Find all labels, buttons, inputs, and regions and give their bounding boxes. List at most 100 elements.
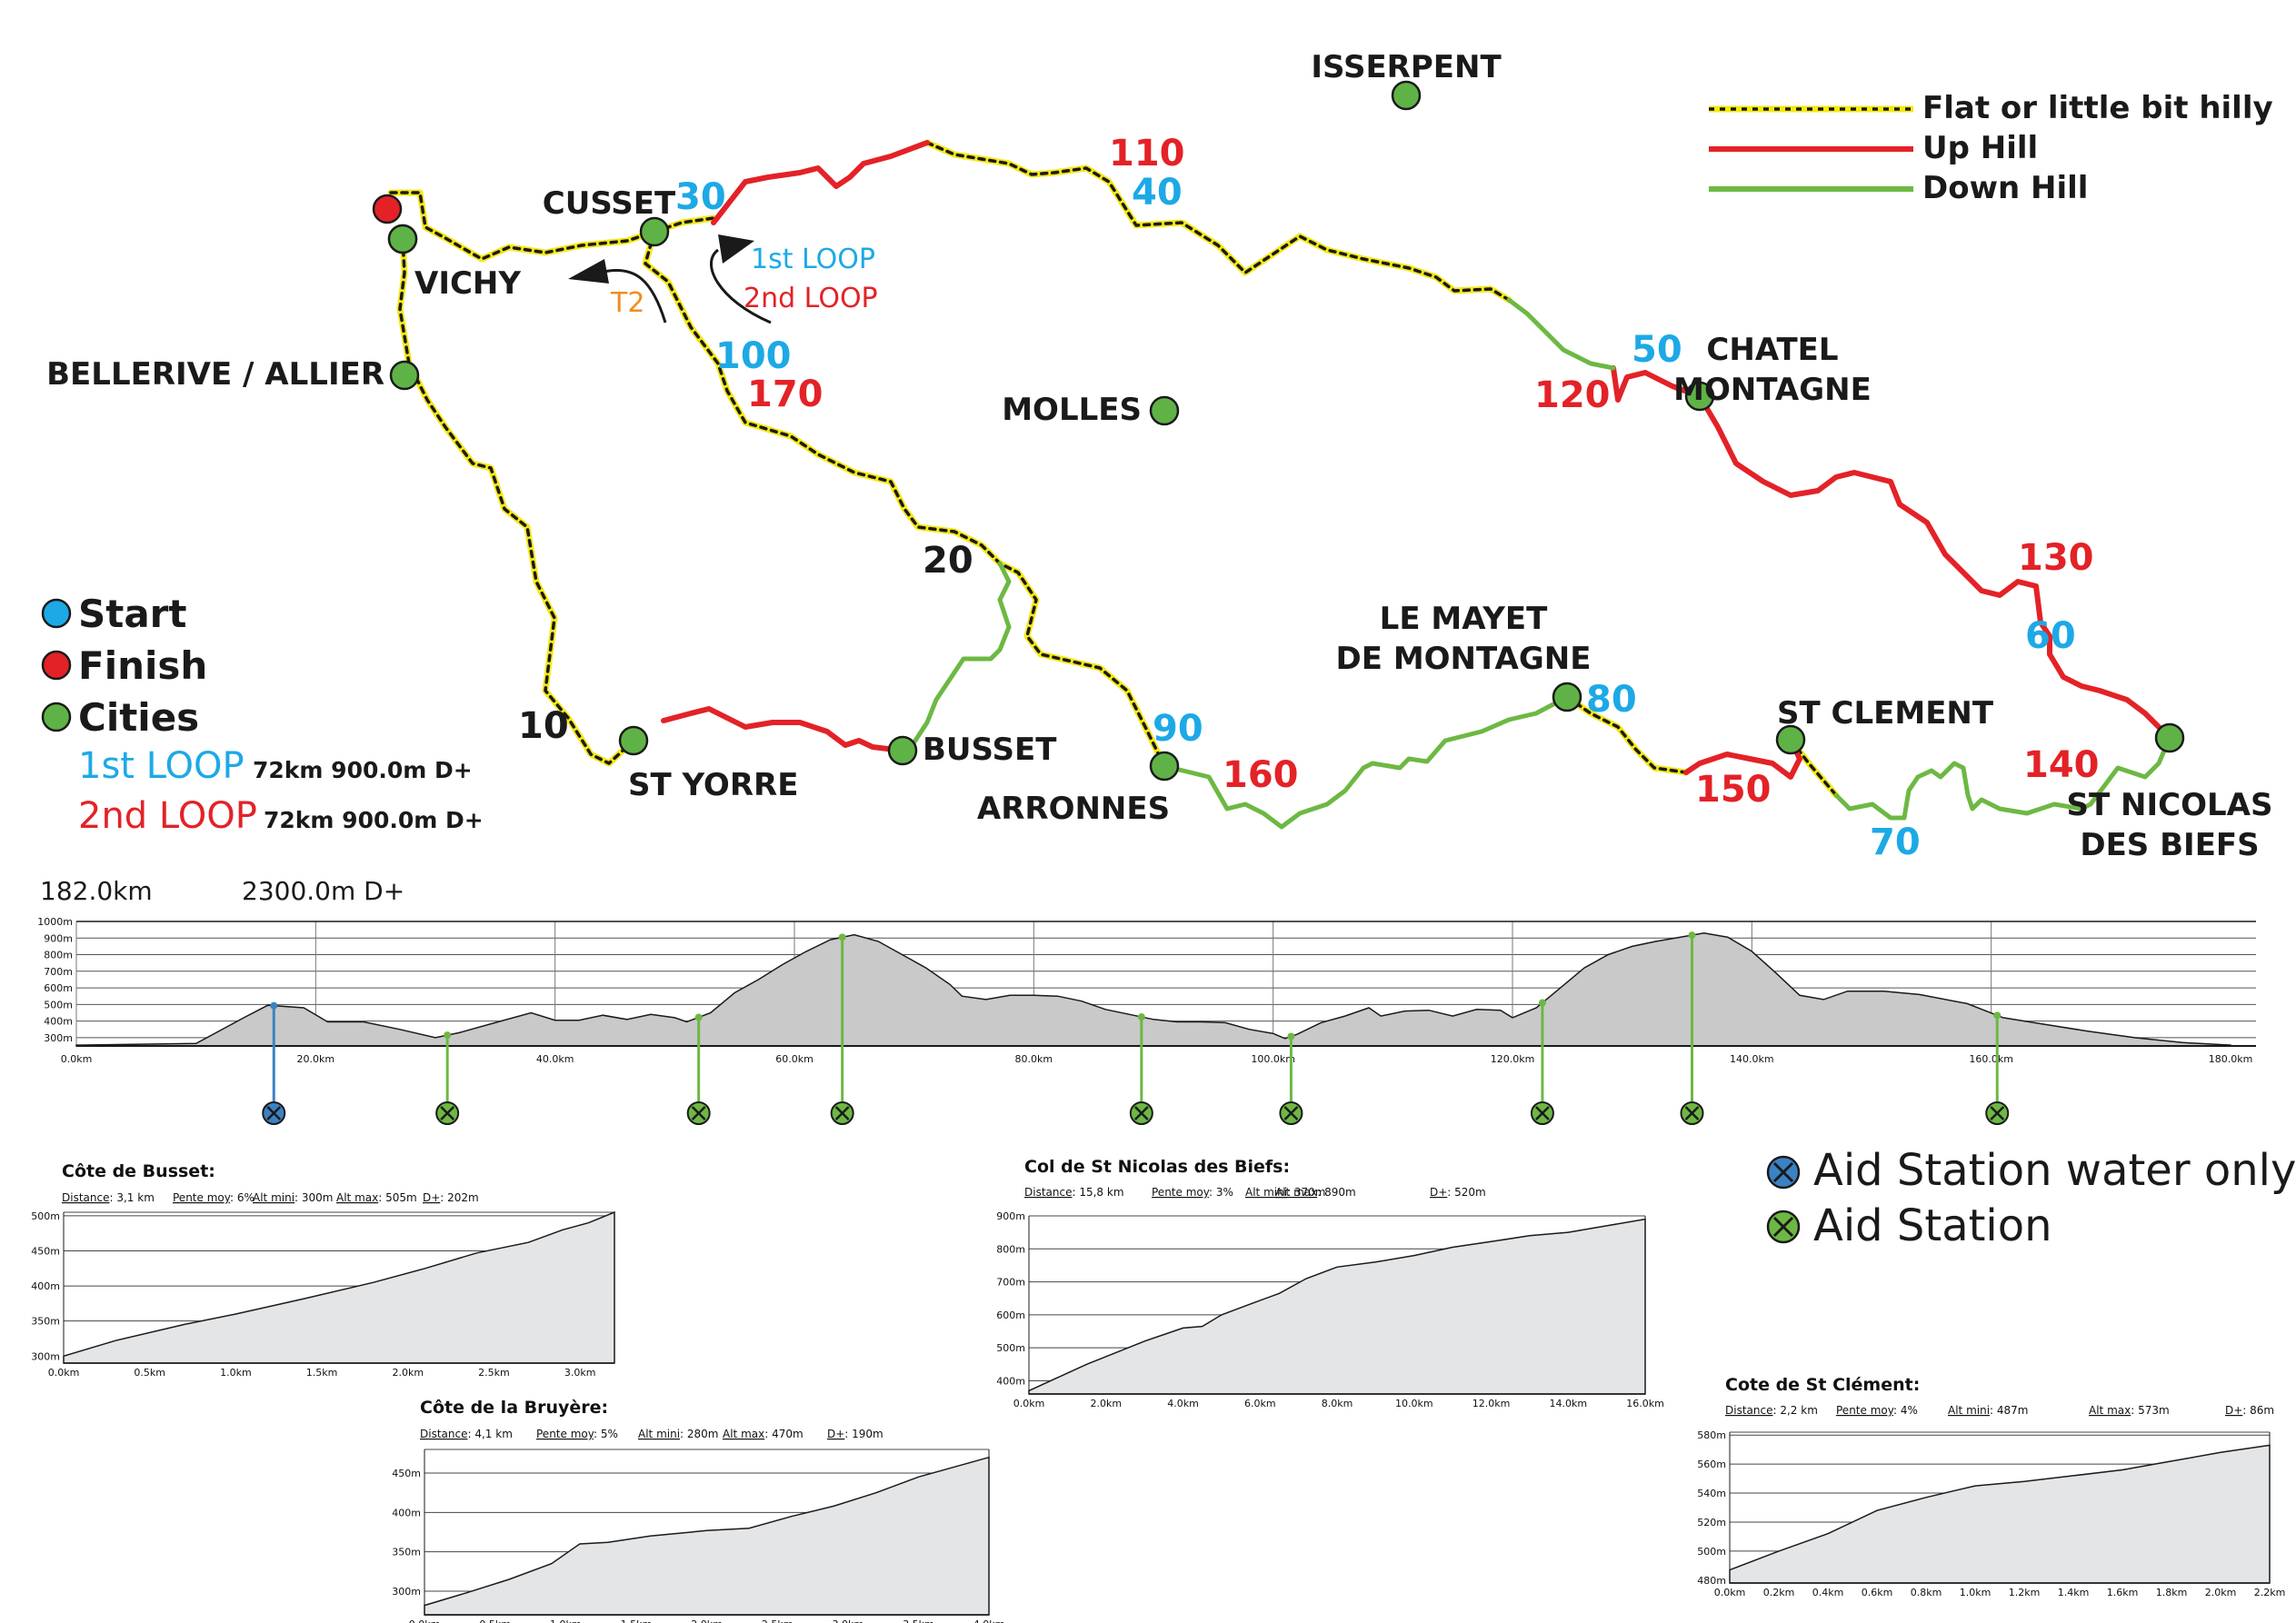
x-tick: 3.0km <box>564 1367 596 1379</box>
climb-stat: Distance: 4,1 km <box>420 1428 513 1440</box>
profile-total-climb: 2300.0m D+ <box>242 876 404 906</box>
aid-stations <box>262 931 2010 1125</box>
city-label-isserpent: ISSERPENT <box>1311 49 1502 85</box>
km-marker: 150 <box>1695 769 1772 811</box>
x-tick: 0.6km <box>1862 1587 1893 1598</box>
city-label-leMayet: LE MAYET DE MONTAGNE <box>1336 601 1592 677</box>
city-label-chatel: CHATEL MONTAGNE <box>1673 332 1872 408</box>
km-marker: 10 <box>518 705 569 747</box>
y-tick: 400m <box>996 1375 1025 1387</box>
route-uphill-segments <box>661 140 2172 780</box>
climb-stat: D+: 202m <box>423 1191 479 1204</box>
city-marker-stNicolas <box>2154 722 2185 753</box>
city-label-busset: BUSSET <box>923 732 1057 768</box>
route-flat-segments <box>387 139 1840 799</box>
climb-stat: D+: 190m <box>827 1428 883 1440</box>
city-marker-molles <box>1149 395 1180 426</box>
y-tick: 540m <box>1697 1488 1726 1499</box>
x-tick: 1.0km <box>550 1618 582 1623</box>
km-marker: 100 <box>715 335 792 377</box>
km-marker: 60 <box>2025 615 2076 657</box>
km-marker: 90 <box>1153 708 1203 750</box>
climb-stat: Alt max: 470m <box>723 1428 804 1440</box>
arrowhead-icon <box>568 259 609 284</box>
x-tick: 2.5km <box>762 1618 794 1623</box>
profile-total-distance: 182.0km <box>40 876 153 906</box>
city-marker-stYorre <box>618 725 649 756</box>
y-tick: 500m <box>1697 1546 1726 1558</box>
x-tick: 0.8km <box>1911 1587 1942 1598</box>
route-flat-dash <box>925 141 1511 302</box>
city-label-vichy: VICHY <box>414 265 521 302</box>
city-marker-cusset <box>639 216 670 247</box>
y-tick: 400m <box>31 1280 60 1292</box>
route-flat-dash <box>389 191 656 261</box>
x-tick: 1.6km <box>2107 1587 2139 1598</box>
y-tick: 500m <box>31 1210 60 1222</box>
km-marker: 50 <box>1632 329 1682 371</box>
climb-profile-nicolas: Col de St Nicolas des Biefs: Distance: 15… <box>996 1157 1664 1409</box>
y-tick: 600m <box>996 1309 1025 1321</box>
climb-area <box>1729 1444 2271 1584</box>
y-tick: 300m <box>392 1586 421 1598</box>
climb-title: Côte de la Bruyère: <box>420 1398 608 1418</box>
y-tick: 350m <box>31 1316 60 1328</box>
y-tick: 480m <box>1697 1575 1726 1587</box>
climb-stat: Pente moy: 5% <box>536 1428 618 1440</box>
loop-arrow-main <box>709 248 772 324</box>
route-flat-dash <box>398 237 635 765</box>
y-tick: 300m <box>44 1032 73 1044</box>
x-tick: 2.2km <box>2254 1587 2286 1598</box>
aid-station <box>1129 1013 1153 1125</box>
climb-stat: Pente moy: 6% <box>173 1191 255 1204</box>
loop1-detail: 72km 900.0m D+ <box>253 757 473 783</box>
x-tick: 160.0km <box>1969 1053 2013 1065</box>
city-marker-leMayet <box>1552 682 1582 712</box>
y-tick: 800m <box>996 1243 1025 1255</box>
aid-station <box>1985 1011 2010 1125</box>
km-marker: 110 <box>1109 133 1185 174</box>
profile-x-ticks: 0.0km 20.0km 40.0km 60.0km 80.0km 100.0km 120.… <box>61 1053 2253 1065</box>
aid-station <box>1680 931 1704 1125</box>
climb-stat: Alt max: 573m <box>2089 1404 2170 1417</box>
km-marker: 30 <box>675 176 726 218</box>
route-flat-segment <box>396 235 637 767</box>
x-tick: 8.0km <box>1322 1398 1353 1409</box>
km-marker: 170 <box>747 373 824 415</box>
x-tick: 0.0km <box>1714 1587 1746 1598</box>
y-tick: 1000m <box>37 916 73 928</box>
climb-area <box>63 1210 615 1364</box>
elevation-profile: 182.0km 2300.0m D+ 0.0km 20.0km 40.0km 60.0… <box>37 876 2256 1125</box>
climb-stat: Alt mini: 370m <box>1245 1186 1325 1199</box>
km-marker: 70 <box>1870 821 1921 863</box>
profile-area <box>75 932 2231 1047</box>
route-downhill-segments <box>900 297 2172 830</box>
route-uphill-segment <box>1683 737 1802 780</box>
climb-stat: Alt mini: 280m <box>638 1428 718 1440</box>
t2-label: T2 <box>610 287 644 319</box>
x-tick: 6.0km <box>1244 1398 1276 1409</box>
km-marker: 160 <box>1223 754 1299 796</box>
city-label-stNicolas: ST NICOLAS DES BIEFS <box>2067 787 2273 863</box>
x-tick: 0.2km <box>1763 1587 1795 1598</box>
route-flat-dash <box>644 230 1166 768</box>
climb-stat: Alt max: 505m <box>336 1191 417 1204</box>
y-tick: 580m <box>1697 1429 1726 1441</box>
route-uphill-segment <box>711 140 930 225</box>
x-tick: 0.0km <box>1013 1398 1045 1409</box>
x-tick: 10.0km <box>1395 1398 1433 1409</box>
x-tick: 4.0km <box>973 1618 1005 1623</box>
x-tick: 1.2km <box>2009 1587 2041 1598</box>
city-label-arronnes: ARRONNES <box>977 791 1170 827</box>
legend-cities-swatch <box>41 702 72 732</box>
climb-profiles: Côte de Busset: Distance: 3,1 km Pente moy… <box>31 1157 2285 1623</box>
city-marker-chatel <box>1684 381 1715 412</box>
km-marker: 80 <box>1586 679 1637 721</box>
x-tick: 0.5km <box>134 1367 165 1379</box>
y-tick: 450m <box>31 1245 60 1257</box>
legend-flat-label: Flat or little bit hilly <box>1922 90 2273 126</box>
x-tick: 4.0km <box>1167 1398 1199 1409</box>
x-tick: 1.4km <box>2058 1587 2090 1598</box>
city-label-stYorre: ST YORRE <box>628 767 798 803</box>
x-tick: 2.5km <box>478 1367 510 1379</box>
